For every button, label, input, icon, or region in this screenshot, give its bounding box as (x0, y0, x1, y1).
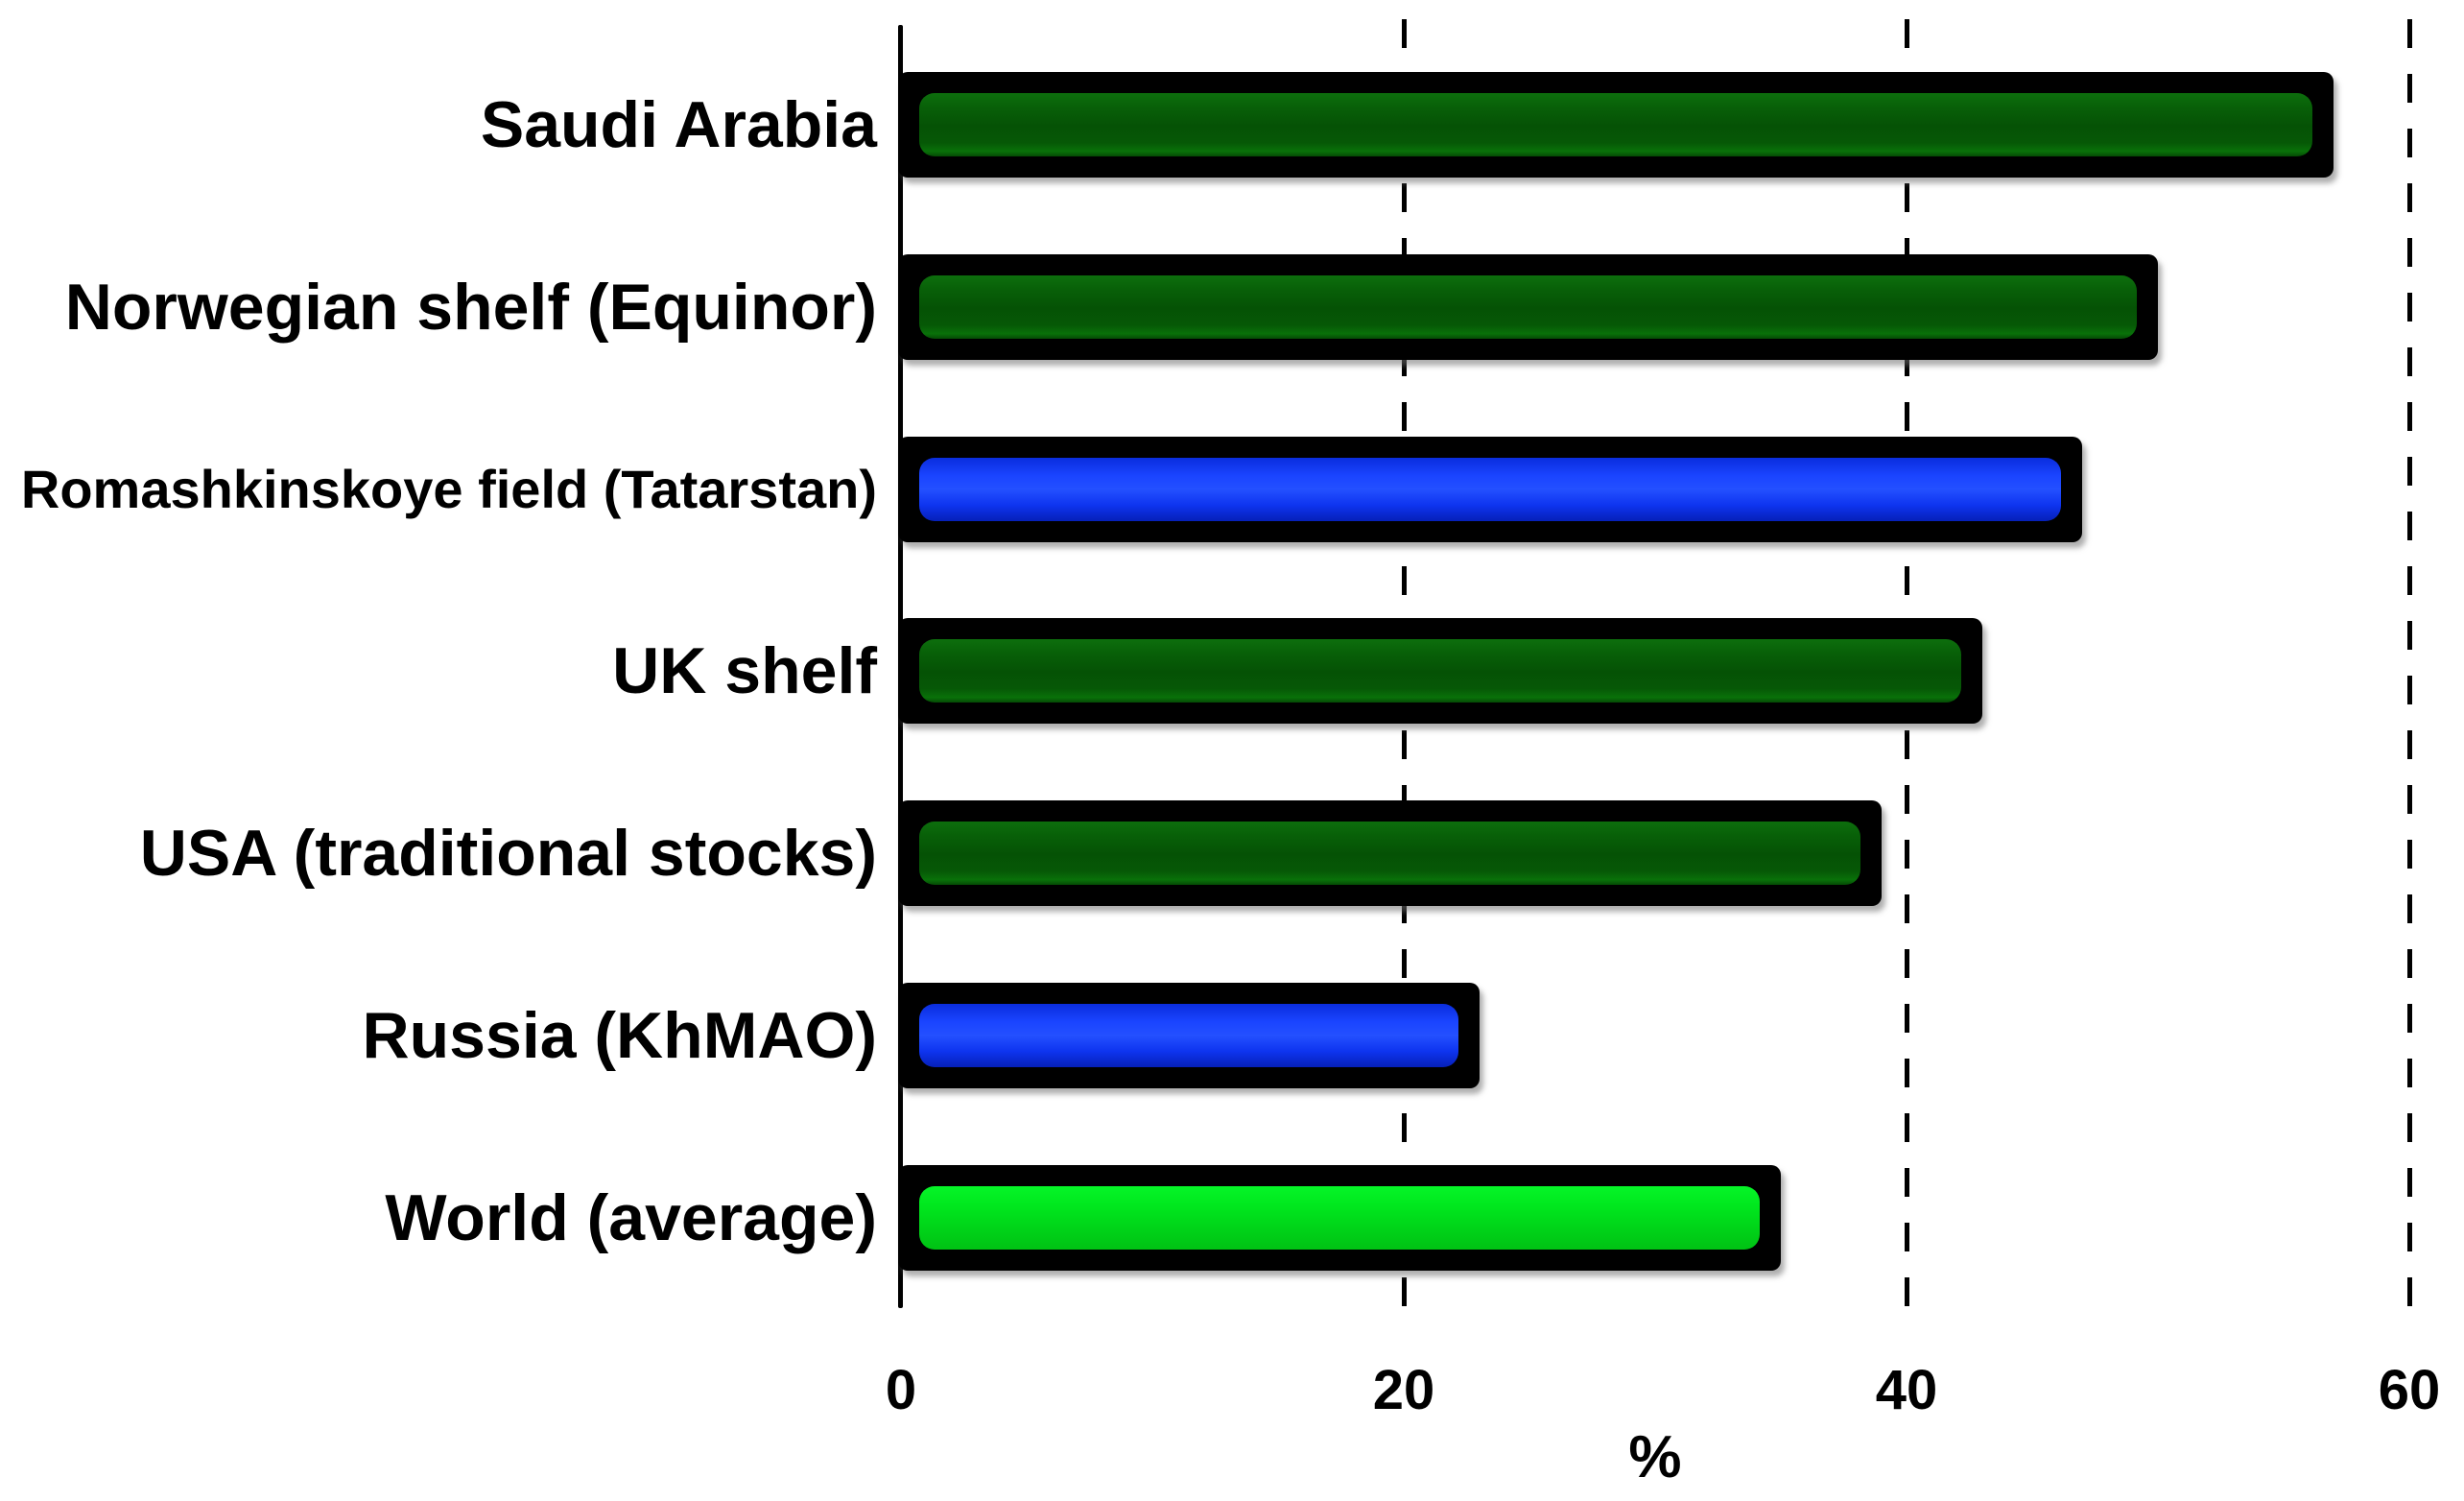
bar-fill-dark-green (919, 93, 2313, 156)
bar-fill-dark-green (919, 274, 2137, 339)
bar-fill-blue (919, 1004, 1458, 1067)
category-label-world-average: World (average) (385, 1180, 877, 1254)
x-tick-label-20: 20 (1372, 1359, 1435, 1421)
bar-world-average (898, 1164, 1781, 1271)
category-label-saudi-arabia: Saudi Arabia (480, 88, 877, 161)
bar-fill-dark-green (919, 822, 1860, 886)
bar-saudi-arabia (898, 72, 2334, 178)
bar-uk-shelf (898, 618, 1982, 725)
bar-fill-bright-green (919, 1185, 1760, 1250)
x-tick-label-40: 40 (1875, 1359, 1938, 1421)
gridline-60 (2406, 19, 2412, 1329)
bar-russia-khmao (898, 983, 1480, 1088)
category-label-usa-traditional-stocks: USA (traditional stocks) (139, 817, 877, 891)
category-label-russia-khmao: Russia (KhMAO) (362, 999, 877, 1072)
category-label-romashkinskoye-field-tatarstan: Romashkinskoye field (Tatarstan) (20, 458, 877, 519)
x-axis-unit-label: % (1628, 1424, 1682, 1490)
x-tick-label-0: 0 (885, 1359, 917, 1421)
bar-fill-dark-green (919, 639, 1961, 703)
x-tick-label-60: 60 (2378, 1359, 2441, 1421)
category-label-uk-shelf: UK shelf (612, 634, 877, 708)
bar-romashkinskoye-field-tatarstan (898, 436, 2083, 542)
bar-fill-blue (919, 457, 2062, 521)
category-label-norwegian-shelf-equinor: Norwegian shelf (Equinor) (64, 270, 877, 344)
bar-usa-traditional-stocks (898, 800, 1882, 907)
bar-norwegian-shelf-equinor (898, 253, 2158, 360)
